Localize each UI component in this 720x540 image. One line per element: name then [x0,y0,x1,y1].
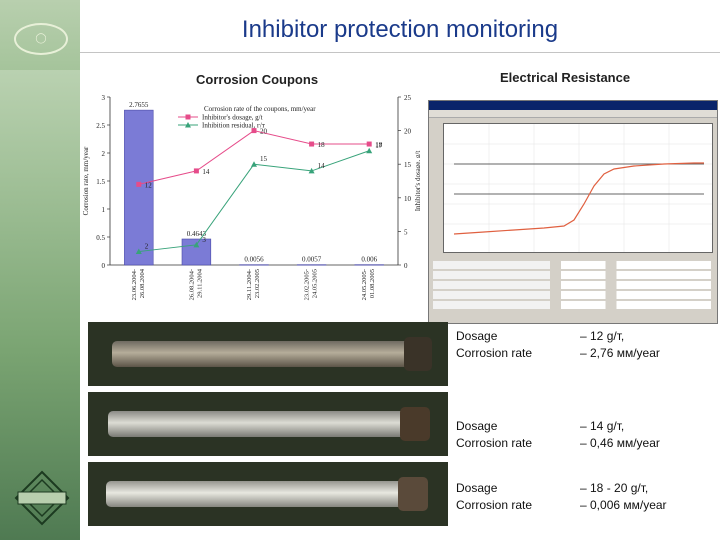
series-point [193,241,200,248]
corrosion-coupons-chart: 0 0.5 1 1.5 2 2.5 3 0 5 10 15 20 25 Corrosion rate, m… [82,94,420,300]
coupons-section-label: Corrosion Coupons [196,72,319,87]
y-tick-label: 1.5 [96,178,105,186]
dosage-block-3: Dosage – 18 - 20 g/т, Corrosion rate – 0,0… [456,480,716,514]
legend-label-text: Inhibition residual, г/т [202,122,265,130]
series-line [138,130,370,185]
series-point [135,248,142,255]
er-curve [444,124,712,252]
dosage-block-2: Dosage – 14 g/т, Corrosion rate – 0,46 мм/… [456,418,716,452]
series-point [366,147,373,154]
x-category-label: 26.08.2004-29.11.2004 [188,268,203,300]
line-data-label: 15 [260,155,268,163]
rate-label: Corrosion rate [456,436,533,450]
series-point [308,167,315,174]
series-point [309,141,315,147]
bar-data-label: 0.0056 [244,256,264,264]
x-category-label: 23.02.2005-24.05.2005 [304,269,319,300]
bar [239,264,269,266]
line-data-label: 2 [145,243,149,251]
line-data-label: 20 [260,128,268,136]
y-axis-title: Corrosion rate, mm/year [82,146,90,215]
series-point [193,168,199,174]
rate-value: – 2,76 мм/year [580,346,660,360]
bar [124,109,154,266]
company-emblem-icon [14,470,70,526]
bar-data-label: 0.0057 [302,256,322,264]
er-plot-area [443,123,713,253]
x-category-label: 29.11.2004-23.02.2005 [246,269,261,300]
legend-swatch-marker [185,114,191,120]
coupon-photo-1 [88,322,448,386]
dosage-block-1: Dosage – 12 g/т, Corrosion rate – 2,76 мм/… [456,328,716,362]
y2-tick-label: 10 [404,195,412,203]
line-data-label: 18 [318,141,326,149]
company-logo-icon: ◯ [14,23,68,55]
y2-tick-label: 0 [404,262,408,270]
y-tick-label: 2.5 [96,122,105,130]
dosage-value: – 14 g/т, [580,419,625,433]
er-section-label: Electrical Resistance [500,70,631,85]
coupon-photo-3 [88,462,448,526]
er-window-menubar [429,110,717,118]
y2-tick-label: 5 [404,228,408,236]
legend-swatch-marker [185,122,191,128]
line-data-label: 12 [145,181,153,189]
x-category-label: 23.06.2004-26.08.2004 [131,268,146,300]
line-data-label: 17 [375,142,383,150]
dosage-value: – 18 - 20 g/т, [580,481,649,495]
bar-data-label: 0.006 [361,256,377,264]
legend-label-text: Inhibitor's dosage, g/t [202,114,263,122]
y-tick-label: 3 [102,94,106,102]
line-data-label: 14 [202,168,210,176]
dosage-label: Dosage [456,481,498,495]
y-tick-label: 2 [102,150,106,158]
y-tick-label: 0.5 [96,234,105,242]
series-point [366,141,372,147]
y2-tick-label: 15 [404,161,412,169]
series-point [251,128,257,134]
bar [354,264,384,266]
y2-axis-title: Inhibitor's dosage, g/t [414,151,420,212]
bar-data-label: 2.7655 [129,101,149,109]
line-data-label: 3 [202,236,206,244]
series-point [251,161,257,167]
title-divider [80,52,720,53]
bar-data-label: 0.4643 [187,230,207,238]
decorative-sidebar: ◯ [0,0,80,540]
legend-label: Corrosion rate of the coupons, mm/year [204,105,316,113]
page-title: Inhibitor protection monitoring [241,16,559,43]
rate-value: – 0,006 мм/year [580,498,667,512]
dosage-label: Dosage [456,419,498,433]
line-data-label: 14 [318,162,326,170]
er-software-screenshot [428,100,718,324]
bar [296,264,327,266]
y2-tick-label: 20 [404,128,412,136]
dosage-value: – 12 g/т, [580,329,625,343]
line-data-label: 18 [375,141,383,149]
y-tick-label: 1 [102,206,106,214]
coupon-photo-2 [88,392,448,456]
rate-label: Corrosion rate [456,498,533,512]
rate-label: Corrosion rate [456,346,533,360]
x-category-label: 24.05.2005-01.08.2005 [361,269,376,300]
series-point [136,181,142,187]
er-control-panel [433,259,711,317]
y2-tick-label: 25 [404,94,412,102]
y-tick-label: 0 [102,262,106,270]
er-window-titlebar [429,101,717,110]
rate-value: – 0,46 мм/year [580,436,660,450]
dosage-label: Dosage [456,329,498,343]
